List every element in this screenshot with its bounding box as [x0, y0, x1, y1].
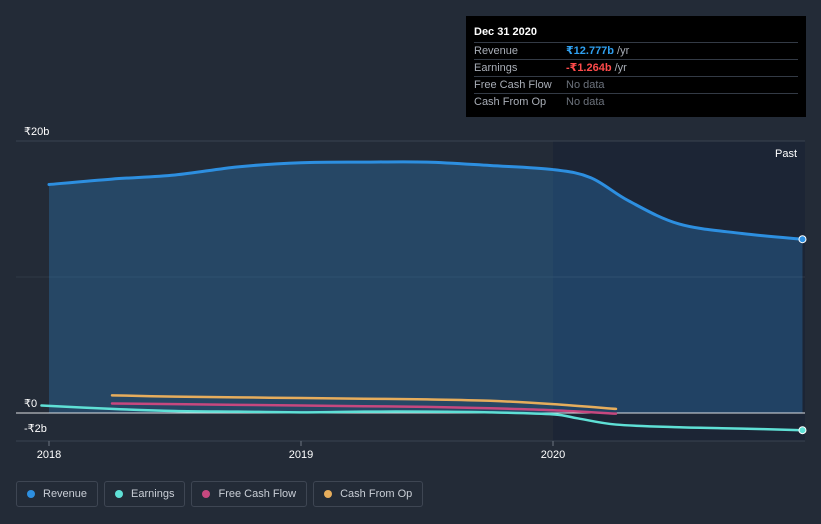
revenue-end-dot [798, 235, 807, 244]
earnings-end-dot [798, 426, 807, 435]
legend-revenue[interactable]: Revenue [16, 481, 99, 507]
legend-free-cash-flow[interactable]: Free Cash Flow [191, 481, 308, 507]
past-highlight-band [553, 141, 805, 441]
tooltip-unit: /yr [617, 45, 630, 57]
y-tick-label: ₹0 [24, 398, 37, 410]
earnings-line [40, 404, 804, 432]
free-cash-flow-dot-icon [202, 490, 211, 498]
x-tick-label: 2020 [541, 449, 565, 461]
legend-earnings[interactable]: Earnings [104, 481, 186, 507]
x-tick-label: 2018 [37, 449, 61, 461]
legend-label: Revenue [43, 488, 88, 500]
tooltip-row-revenue: Revenue ₹12.777b /yr [474, 42, 798, 59]
tooltip-value: -₹1.264b [566, 62, 612, 74]
y-tick-label: -₹2b [24, 423, 47, 435]
tooltip-label: Free Cash Flow [474, 79, 552, 91]
tooltip-label: Cash From Op [474, 96, 547, 108]
tooltip-row-free-cash-flow: Free Cash Flow No data [474, 76, 798, 93]
revenue-dot-icon [27, 490, 35, 498]
free-cash-flow-line [110, 402, 618, 415]
tooltip-value: No data [566, 79, 605, 91]
earnings-dot-icon [115, 490, 124, 498]
tooltip-value: ₹12.777b [566, 45, 615, 57]
tooltip-label: Revenue [474, 45, 519, 57]
legend-cash-from-op[interactable]: Cash From Op [313, 481, 424, 507]
tooltip-unit: /yr [614, 62, 627, 74]
tooltip-value: No data [566, 96, 605, 108]
x-tick-label: 2019 [289, 449, 313, 461]
tooltip-row-cash-from-op: Cash From Op No data [474, 93, 798, 110]
past-label: Past [775, 148, 797, 160]
legend-label: Free Cash Flow [218, 488, 297, 500]
cash-from-op-line [110, 394, 618, 411]
tooltip-date: Dec 31 2020 [474, 26, 537, 38]
y-tick-label: ₹20b [24, 126, 49, 138]
revenue-line [47, 160, 804, 241]
tooltip: Dec 31 2020 Revenue ₹12.777b /yr Earning… [466, 16, 806, 117]
legend: Revenue Earnings Free Cash Flow Cash Fro… [16, 481, 424, 507]
tooltip-row-earnings: Earnings -₹1.264b /yr [474, 59, 798, 76]
legend-label: Earnings [131, 488, 175, 500]
revenue-area [49, 161, 803, 413]
legend-label: Cash From Op [340, 488, 413, 500]
cash-from-op-dot-icon [324, 490, 333, 498]
tooltip-label: Earnings [474, 62, 518, 74]
